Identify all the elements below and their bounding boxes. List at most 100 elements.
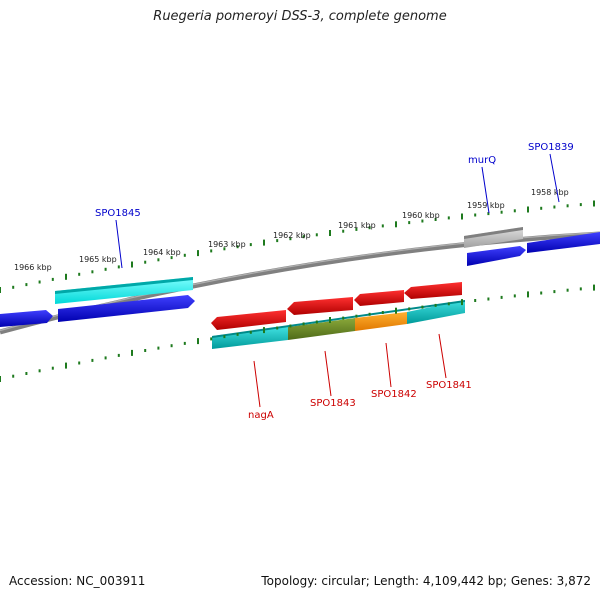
reverse-gene-arrow[interactable] <box>404 282 462 299</box>
map-title: Ruegeria pomeroyi DSS-3, complete genome <box>153 9 447 24</box>
minor-tick <box>183 253 186 257</box>
forward-gene-arrow[interactable] <box>58 295 195 322</box>
minor-tick <box>447 216 450 220</box>
minor-tick <box>500 210 503 214</box>
minor-tick <box>315 320 318 324</box>
kbp-tick-label: 1958 kbp <box>531 188 569 197</box>
major-tick <box>65 362 67 369</box>
gene-leader-line <box>324 350 332 397</box>
gene-label-spo1841[interactable]: SPO1841 <box>426 380 472 391</box>
forward-gene-arrow[interactable] <box>0 310 53 327</box>
minor-tick <box>342 316 345 320</box>
reverse-gene-arrow[interactable] <box>287 297 353 315</box>
minor-tick <box>12 374 15 378</box>
minor-tick <box>38 280 41 284</box>
minor-tick <box>236 332 239 336</box>
minor-tick <box>78 361 81 365</box>
minor-tick <box>51 277 54 281</box>
major-tick <box>0 287 1 293</box>
minor-tick <box>421 219 424 223</box>
kbp-tick-label: 1965 kbp <box>79 255 117 264</box>
major-tick <box>395 221 397 228</box>
gene-leader-line <box>549 153 560 203</box>
minor-tick <box>289 324 292 328</box>
minor-tick <box>566 204 569 208</box>
major-tick <box>263 239 265 246</box>
minor-tick <box>223 247 226 251</box>
minor-tick <box>342 229 345 233</box>
minor-tick <box>540 206 543 210</box>
reverse-cds-bar[interactable] <box>288 318 355 340</box>
major-tick <box>197 338 199 345</box>
minor-tick <box>144 349 147 352</box>
minor-tick <box>210 337 213 341</box>
kbp-tick-label: 1960 kbp <box>402 211 440 220</box>
minor-tick <box>355 314 358 318</box>
minor-tick <box>355 227 358 231</box>
reverse-cds-bar[interactable] <box>355 312 407 331</box>
gene-leader-line <box>481 166 490 214</box>
minor-tick <box>38 369 41 373</box>
major-tick <box>527 291 529 298</box>
major-tick <box>65 273 67 280</box>
major-tick <box>197 250 199 257</box>
forward-cds-bar[interactable] <box>55 277 193 304</box>
gene-leader-line <box>115 219 123 269</box>
major-tick <box>461 213 463 220</box>
forward-cds-bar-edge <box>464 227 523 239</box>
accession-label: Accession: NC_003911 <box>9 574 146 588</box>
minor-tick <box>487 212 490 216</box>
scale-tick-track <box>0 200 595 382</box>
gene-label-spo1839[interactable]: SPO1839 <box>528 142 574 153</box>
reverse-gene-arrow[interactable] <box>211 310 286 330</box>
kbp-tick-label: 1961 kbp <box>338 221 376 230</box>
minor-tick <box>25 283 28 287</box>
major-tick <box>131 261 133 268</box>
reverse-gene-arrow[interactable] <box>354 290 404 306</box>
minor-tick <box>276 326 279 330</box>
major-tick <box>395 307 397 314</box>
minor-tick <box>249 243 252 247</box>
reverse-cds-bar[interactable] <box>407 300 465 324</box>
minor-tick <box>513 294 516 298</box>
minor-tick <box>381 311 384 314</box>
gene-label-spo1842[interactable]: SPO1842 <box>371 389 417 400</box>
minor-tick <box>421 305 424 309</box>
minor-tick <box>289 237 292 241</box>
minor-tick <box>500 295 503 299</box>
kbp-tick-label: 1959 kbp <box>467 201 505 210</box>
minor-tick <box>144 260 147 264</box>
minor-tick <box>579 287 582 291</box>
minor-tick <box>91 358 94 362</box>
minor-tick <box>434 218 437 221</box>
minor-tick <box>104 267 107 271</box>
minor-tick <box>157 346 160 350</box>
gene-label-naga[interactable]: nagA <box>248 410 274 421</box>
gene-label-spo1845[interactable]: SPO1845 <box>95 208 141 219</box>
reverse-cds-bar[interactable] <box>212 327 288 349</box>
kbp-tick-label: 1962 kbp <box>273 231 311 240</box>
gene-label-murq[interactable]: murQ <box>468 155 496 166</box>
minor-tick <box>368 312 371 316</box>
major-tick <box>329 317 331 323</box>
minor-tick <box>170 344 173 348</box>
minor-tick <box>117 265 120 269</box>
minor-tick <box>104 356 107 360</box>
minor-tick <box>302 235 305 239</box>
forward-gene-arrow[interactable] <box>527 232 600 253</box>
forward-gene-arrow[interactable] <box>467 246 526 266</box>
minor-tick <box>408 221 411 225</box>
minor-tick <box>51 366 54 370</box>
minor-tick <box>315 233 318 237</box>
minor-tick <box>553 205 556 209</box>
major-tick <box>593 284 595 291</box>
gene-label-spo1843[interactable]: SPO1843 <box>310 398 356 409</box>
major-tick <box>329 230 331 236</box>
kbp-tick-label: 1963 kbp <box>208 240 246 249</box>
minor-tick <box>276 239 279 243</box>
major-tick <box>527 206 529 213</box>
minor-tick <box>447 302 450 306</box>
kbp-tick-label: 1964 kbp <box>143 248 181 257</box>
major-tick <box>593 200 595 207</box>
